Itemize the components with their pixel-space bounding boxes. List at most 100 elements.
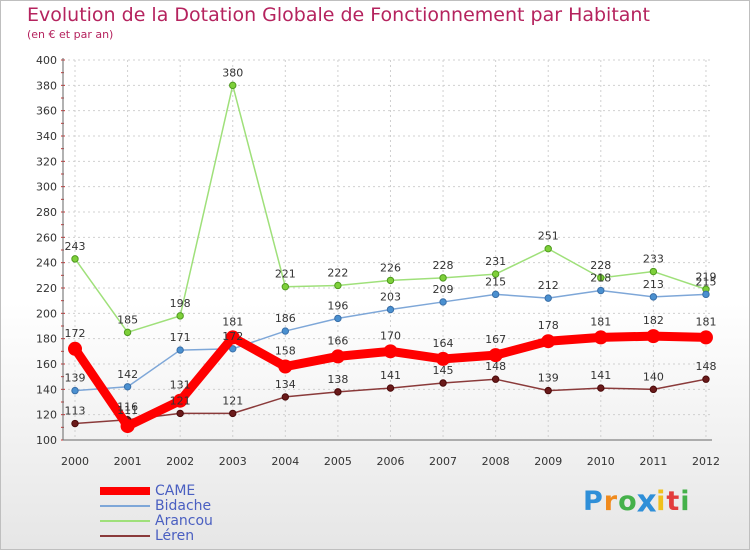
data-point: [334, 388, 342, 396]
data-label: 181: [695, 315, 716, 328]
logo-letter: P: [583, 486, 604, 517]
y-tick-label: 160: [36, 358, 57, 371]
data-point: [593, 330, 608, 345]
data-label: 251: [538, 230, 559, 243]
data-point: [597, 384, 605, 392]
data-point: [176, 346, 184, 354]
data-point: [544, 294, 552, 302]
data-label: 228: [590, 259, 611, 272]
y-tick-label: 400: [36, 54, 57, 67]
data-label: 113: [65, 405, 86, 418]
data-label: 170: [380, 329, 401, 342]
data-point: [176, 312, 184, 320]
x-tick-label: 2010: [587, 455, 615, 468]
chart-title: Evolution de la Dotation Globale de Fonc…: [27, 4, 650, 26]
data-point: [281, 283, 290, 291]
data-label: 215: [485, 275, 506, 288]
x-tick-label: 2002: [166, 455, 194, 468]
legend-swatch: [100, 535, 150, 537]
data-label: 198: [170, 297, 191, 310]
data-label: 222: [327, 266, 348, 279]
data-label: 203: [380, 291, 401, 304]
data-label: 148: [695, 360, 716, 373]
data-point: [544, 245, 552, 253]
data-point: [646, 329, 661, 344]
data-point: [278, 359, 293, 374]
data-point: [491, 290, 500, 299]
legend-swatch: [100, 487, 150, 495]
y-tick-label: 220: [36, 282, 57, 295]
y-tick-label: 280: [36, 206, 57, 219]
data-point: [702, 290, 710, 299]
data-point: [68, 341, 82, 356]
data-label: 167: [485, 333, 506, 346]
x-tick-label: 2009: [534, 455, 562, 468]
y-tick-label: 260: [36, 231, 57, 244]
data-label: 139: [538, 372, 559, 385]
y-tick-label: 240: [36, 257, 57, 270]
data-point: [649, 385, 658, 394]
data-label: 121: [222, 394, 243, 407]
data-point: [541, 334, 556, 349]
data-label: 172: [65, 327, 86, 340]
data-point: [544, 386, 552, 395]
logo-letter: r: [603, 486, 619, 517]
data-point: [649, 267, 658, 276]
data-point: [330, 349, 345, 364]
data-point: [702, 375, 710, 383]
legend-swatch: [100, 505, 150, 507]
data-label: 233: [643, 253, 664, 266]
logo-letter: o: [618, 486, 638, 517]
data-point: [383, 344, 398, 359]
data-point: [225, 330, 240, 345]
x-tick-label: 2012: [692, 455, 720, 468]
x-tick-label: 2011: [639, 455, 667, 468]
data-point: [597, 286, 605, 295]
data-point: [386, 305, 395, 314]
data-point: [439, 379, 447, 387]
data-label: 158: [275, 345, 296, 358]
data-label: 141: [380, 369, 401, 382]
data-point: [649, 293, 658, 301]
data-label: 171: [170, 331, 191, 344]
data-label: 196: [327, 299, 348, 312]
data-point: [229, 345, 237, 353]
legend-swatch: [100, 520, 150, 522]
data-point: [229, 81, 237, 90]
data-label: 134: [275, 378, 296, 391]
data-point: [698, 330, 713, 345]
data-label: 116: [117, 401, 138, 414]
data-label: 181: [222, 315, 243, 328]
logo-letter: i: [680, 486, 691, 517]
data-point: [439, 298, 447, 306]
data-point: [123, 383, 132, 391]
data-label: 228: [433, 259, 454, 272]
x-tick-label: 2007: [429, 455, 457, 468]
data-label: 131: [170, 379, 191, 392]
data-label: 140: [643, 370, 664, 383]
y-tick-label: 140: [36, 383, 57, 396]
data-point: [491, 270, 500, 278]
x-tick-label: 2006: [376, 455, 404, 468]
data-point: [488, 348, 503, 363]
data-point: [334, 314, 342, 323]
data-point: [229, 409, 237, 418]
y-tick-label: 340: [36, 130, 57, 143]
data-label: 121: [170, 394, 191, 407]
y-tick-label: 300: [36, 181, 57, 194]
data-point: [71, 255, 79, 263]
legend-label: Léren: [155, 528, 195, 544]
data-label: 145: [433, 364, 454, 377]
data-label: 142: [117, 368, 138, 381]
y-tick-label: 200: [36, 307, 57, 320]
x-tick-label: 2000: [61, 455, 89, 468]
data-label: 209: [433, 283, 454, 296]
x-tick-label: 2001: [114, 455, 142, 468]
data-label: 231: [485, 255, 506, 268]
chart-subtitle: (en € et par an): [27, 28, 114, 41]
data-point: [491, 375, 500, 383]
y-tick-label: 120: [36, 409, 57, 422]
data-point: [71, 386, 79, 395]
data-label: 186: [275, 312, 296, 325]
